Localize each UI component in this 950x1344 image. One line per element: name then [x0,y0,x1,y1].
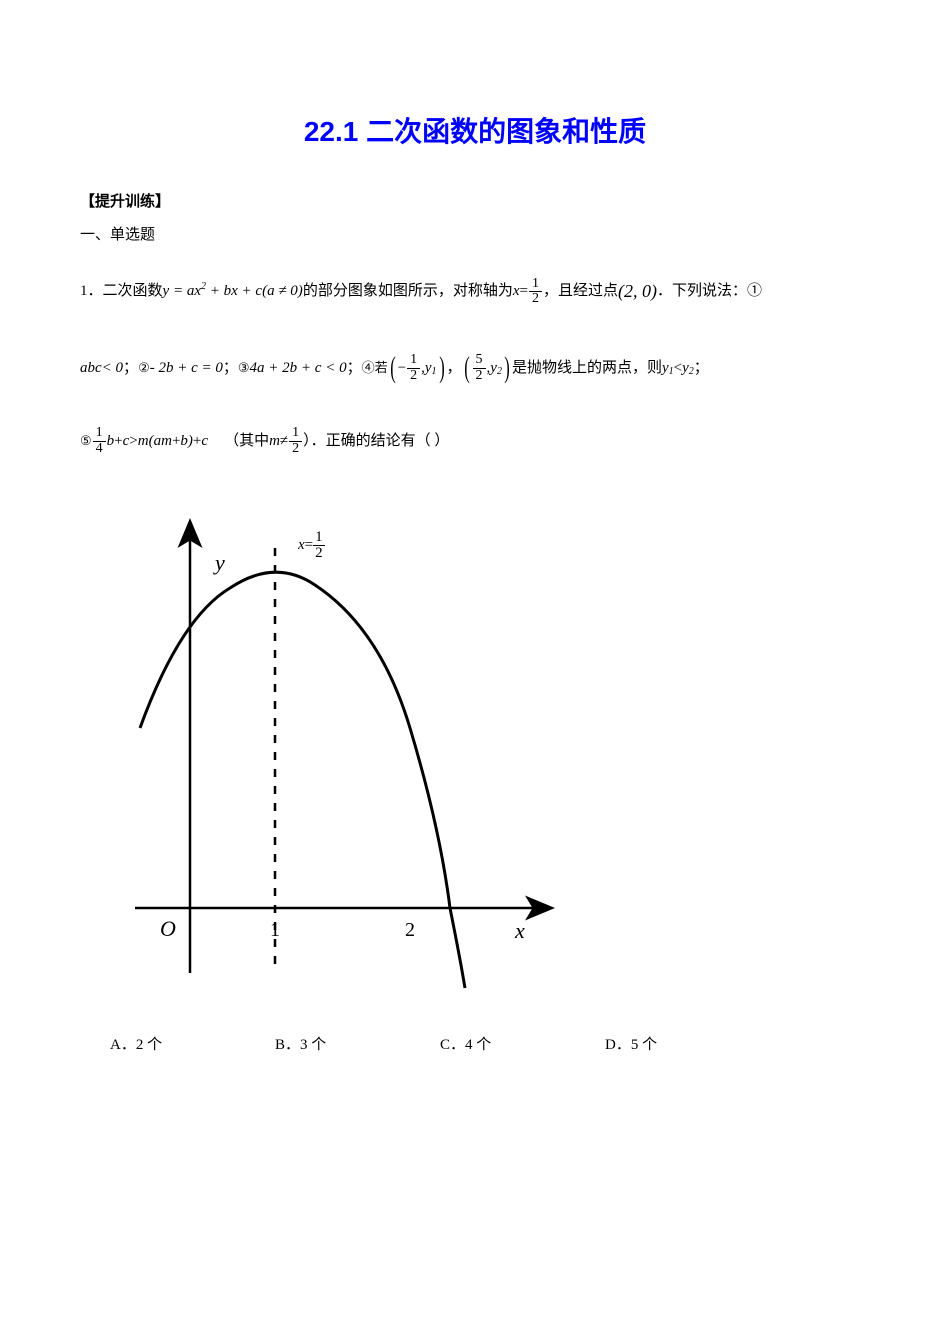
subsection-label: 一、单选题 [80,223,870,244]
plus: + [297,360,315,376]
var-m: m [269,425,280,458]
var-a: a [267,283,275,299]
denominator: 2 [473,368,486,384]
denominator: 4 [93,441,106,457]
var-c: c [123,425,130,458]
section-label: 【提升训练】 [80,190,870,211]
fraction-half: 1 2 [529,277,542,307]
var-c: c [201,425,208,458]
var-m: m [138,425,149,458]
var-am: am [154,425,172,458]
answer-options: A．2 个 B．3 个 C．4 个 D．5 个 [80,1033,870,1054]
sq: 2 [201,281,206,292]
svg-text:1: 1 [270,919,280,941]
comma-cn: ， [447,352,462,385]
var-b: b [224,283,232,299]
paren-close: ) [439,353,445,383]
fraction-5-2: 5 2 [473,353,486,383]
plus: + [206,283,224,299]
numerator: 1 [407,353,420,368]
q1-text1: 的部分图象如图所示，对称轴为 [303,275,513,308]
semicolon: ； [694,352,709,385]
neq-zero: ≠ 0) [275,283,303,299]
gt: > [129,425,137,458]
question-1-line-3: ⑤ 1 4 b + c > m ( am + b ) + c （其中 m ≠ 1… [80,425,870,458]
denominator: 2 [289,441,302,457]
lt-zero: < 0 [321,360,346,376]
lt-zero: < 0 [102,352,123,385]
text-two-points: 是抛物线上的两点，则 [512,352,662,385]
plus-2: + 2 [265,360,290,376]
plus: + [238,283,256,299]
svg-text:x: x [514,918,525,943]
sub-2: 2 [689,361,694,383]
diagram-svg: Oxy12x = 12 [130,498,560,998]
var-x: x [194,283,201,299]
plus: + [172,425,180,458]
var-x: x [513,275,520,308]
abc: abc [80,352,102,385]
neq: ≠ [280,425,288,458]
circled-4-text: ④若 [362,354,388,383]
option-c[interactable]: C．4 个 [440,1033,605,1054]
plus: + [114,425,122,458]
var-y: y [425,352,432,385]
semicolon: ； [347,352,362,385]
semicolon: ； [223,352,238,385]
denominator: 2 [407,368,420,384]
q1-prefix: 1．二次函数 [80,275,163,308]
semicolon: ； [123,352,138,385]
var-b: b [180,425,188,458]
eq: = [169,283,187,299]
option-b[interactable]: B．3 个 [275,1033,440,1054]
fraction-1-4: 1 4 [93,426,106,456]
var-y: y [682,352,689,385]
fraction-half: 1 2 [289,426,302,456]
where-close: ）．正确的结论有（ ） [303,425,449,458]
denominator: 2 [529,291,542,307]
paren-close: ) [504,353,510,383]
paren-open: ( [390,353,396,383]
plus: + [193,425,201,458]
q1-text2: ，且经过点 [543,275,618,308]
svg-text:2: 2 [405,919,415,941]
neg-sign: − [398,352,406,385]
var-y: y [490,352,497,385]
q1-text3: ．下列说法：① [657,275,762,308]
question-1-line-1: 1．二次函数 y = ax2 + bx + c(a ≠ 0) 的部分图象如图所示… [80,272,870,312]
svg-text:O: O [160,916,176,941]
term-4a: 4a [250,360,265,376]
expr-2: - 2b + c = 0 [150,352,223,385]
paren-open: ( [464,353,470,383]
page-title: 22.1 二次函数的图象和性质 [80,110,870,150]
var-x: x [231,283,238,299]
sub-1: 1 [432,361,437,383]
var-y: y [662,352,669,385]
where-open: （其中 [224,425,269,458]
question-1-line-2: abc < 0 ； ② - 2b + c = 0 ； ③ 4a + 2b + c… [80,352,870,385]
expr-3: 4a + 2b + c < 0 [250,352,347,385]
var-b: b [107,425,115,458]
svg-text:y: y [213,550,225,575]
parabola-diagram: Oxy12x = 12 [130,498,870,1003]
numerator: 5 [473,353,486,368]
lt: < [674,352,682,385]
sub-1: 1 [669,361,674,383]
fraction-neg-half: 1 2 [407,353,420,383]
numerator: 1 [529,277,542,292]
sub-2: 2 [497,361,502,383]
point-2-0: (2, 0) [618,272,657,312]
numerator: 1 [93,426,106,441]
circled-2: ② [138,354,150,383]
numerator: 1 [289,426,302,441]
eq: = [520,275,528,308]
option-d[interactable]: D．5 个 [605,1033,770,1054]
circled-3: ③ [238,354,250,383]
option-a[interactable]: A．2 个 [110,1033,275,1054]
circled-5: ⑤ [80,427,92,456]
q1-func: y = ax2 + bx + c(a ≠ 0) [163,275,303,308]
